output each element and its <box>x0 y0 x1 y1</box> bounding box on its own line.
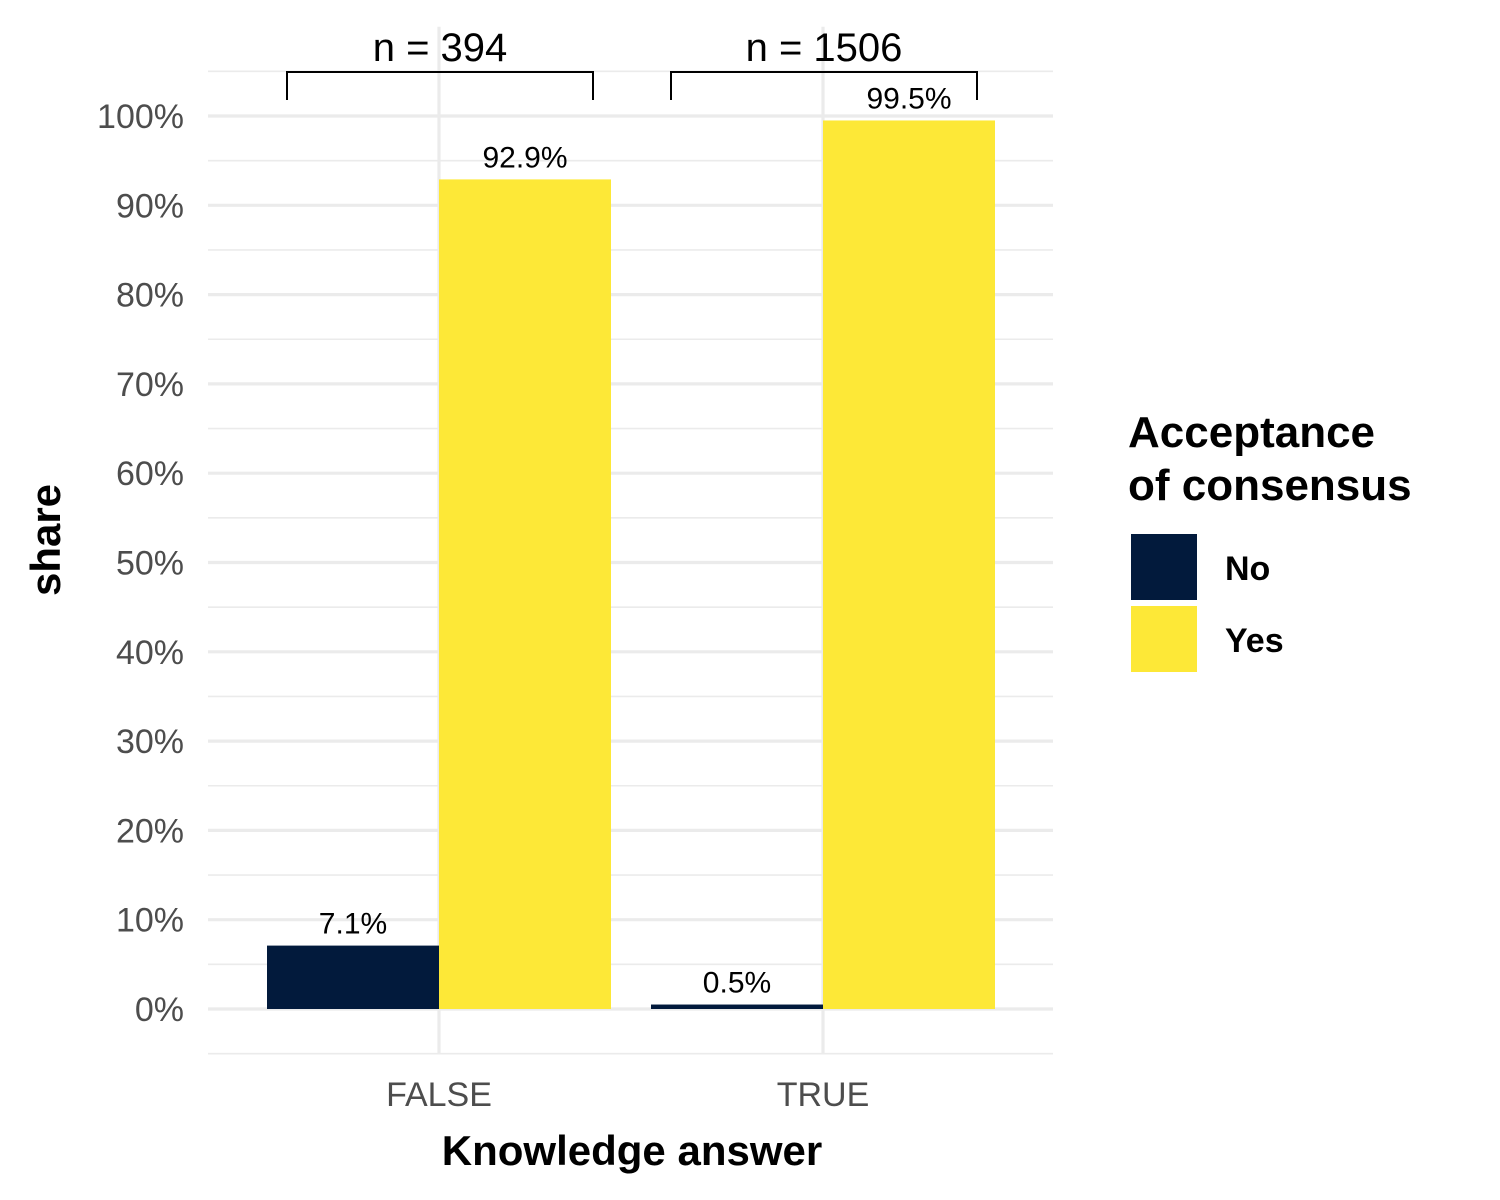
y-tick-label: 80% <box>116 277 184 315</box>
x-axis-title: Knowledge answer <box>442 1127 822 1174</box>
y-tick-label: 70% <box>116 366 184 404</box>
bars <box>267 120 995 1010</box>
bar-yes-true <box>823 120 995 1010</box>
sample-size-label: n = 1506 <box>746 26 903 70</box>
data-label: 0.5% <box>703 967 771 1000</box>
bar-no-true <box>651 1004 823 1009</box>
legend-items: No Yes <box>1131 534 1284 672</box>
y-tick-label: 50% <box>116 545 184 583</box>
legend: Acceptance of consensus No Yes <box>1128 408 1412 672</box>
x-tick-label: FALSE <box>386 1076 492 1114</box>
y-tick-label: 100% <box>97 98 184 136</box>
y-tick-label: 60% <box>116 455 184 493</box>
y-tick-label: 10% <box>116 902 184 940</box>
legend-label-no: No <box>1225 550 1270 588</box>
y-tick-label: 40% <box>116 634 184 672</box>
legend-label-yes: Yes <box>1225 622 1284 660</box>
bar-no-false <box>267 945 439 1009</box>
y-axis-title: share <box>22 484 69 596</box>
legend-key-yes <box>1131 606 1197 672</box>
data-label: 92.9% <box>482 141 567 174</box>
y-tick-label: 30% <box>116 723 184 761</box>
data-label: 99.5% <box>866 82 951 115</box>
sample-size-bracket <box>286 71 594 100</box>
y-tick-label: 20% <box>116 812 184 850</box>
sample-size-brackets: n = 394 n = 1506 <box>286 26 978 100</box>
axis-ticks: 0% 10% 20% 30% 40% 50% 60% 70% 80% 90% 100% FALSE TR… <box>97 98 869 1114</box>
data-labels: 7.1% 0.5% 92.9% 99.5% <box>319 82 952 999</box>
legend-title-line-1: Acceptance <box>1128 408 1375 457</box>
legend-key-no <box>1131 534 1197 600</box>
data-label: 7.1% <box>319 908 387 941</box>
y-tick-label: 0% <box>135 991 184 1029</box>
x-tick-label: TRUE <box>777 1076 870 1114</box>
sample-size-label: n = 394 <box>373 26 508 70</box>
legend-title-line-2: of consensus <box>1128 461 1412 510</box>
y-tick-label: 90% <box>116 187 184 225</box>
bar-yes-false <box>439 179 611 1009</box>
sample-size-bracket <box>670 71 978 100</box>
